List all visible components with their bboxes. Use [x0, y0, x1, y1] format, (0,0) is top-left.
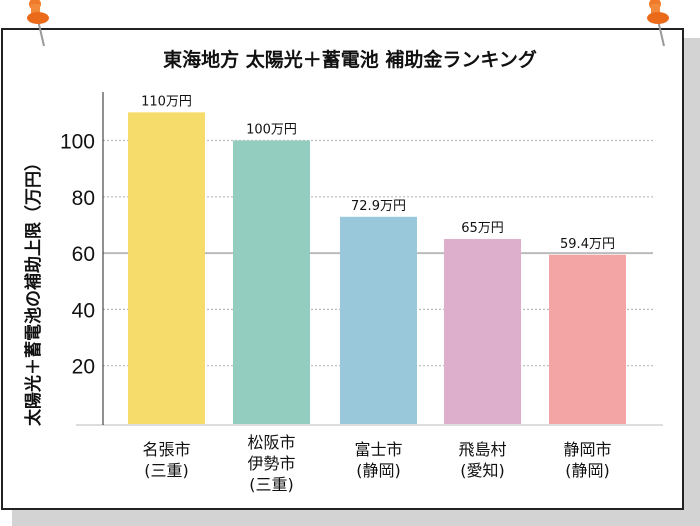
bar	[340, 216, 417, 425]
data-label: 72.9万円	[351, 199, 406, 214]
x-tick-label: 名張市	[142, 440, 190, 459]
pushpin-icon	[27, 0, 49, 47]
data-label: 100万円	[246, 123, 297, 138]
x-tick-label: 伊勢市	[247, 454, 295, 473]
x-tick-label: 静岡市	[563, 440, 611, 459]
y-tick-label: 80	[72, 187, 95, 210]
x-tick-label: 飛島村	[458, 440, 506, 459]
x-tick-label: (三重)	[249, 475, 294, 494]
x-tick-label: (三重)	[144, 461, 189, 480]
y-tick-label: 60	[72, 243, 95, 266]
y-tick-label: 40	[72, 299, 95, 322]
x-tick-label: (静岡)	[356, 461, 401, 480]
bar	[549, 254, 626, 425]
x-tick-label: (愛知)	[460, 461, 505, 480]
x-tick-label: 富士市	[354, 440, 402, 459]
bar	[128, 112, 205, 425]
x-tick-label: (静岡)	[565, 461, 610, 480]
x-tick-label: 松阪市	[247, 433, 295, 452]
bar	[444, 239, 521, 425]
chart-title: 東海地方 太陽光＋蓄電池 補助金ランキング	[163, 49, 537, 71]
data-label: 110万円	[141, 94, 192, 109]
data-label: 65万円	[461, 221, 504, 236]
y-axis-title: 太陽光＋蓄電池の補助上限（万円）	[23, 154, 44, 426]
y-tick-label: 100	[60, 131, 95, 154]
bar	[233, 140, 310, 425]
data-label: 59.4万円	[560, 237, 615, 252]
pushpin-icon	[647, 0, 669, 47]
y-tick-label: 20	[72, 356, 95, 379]
